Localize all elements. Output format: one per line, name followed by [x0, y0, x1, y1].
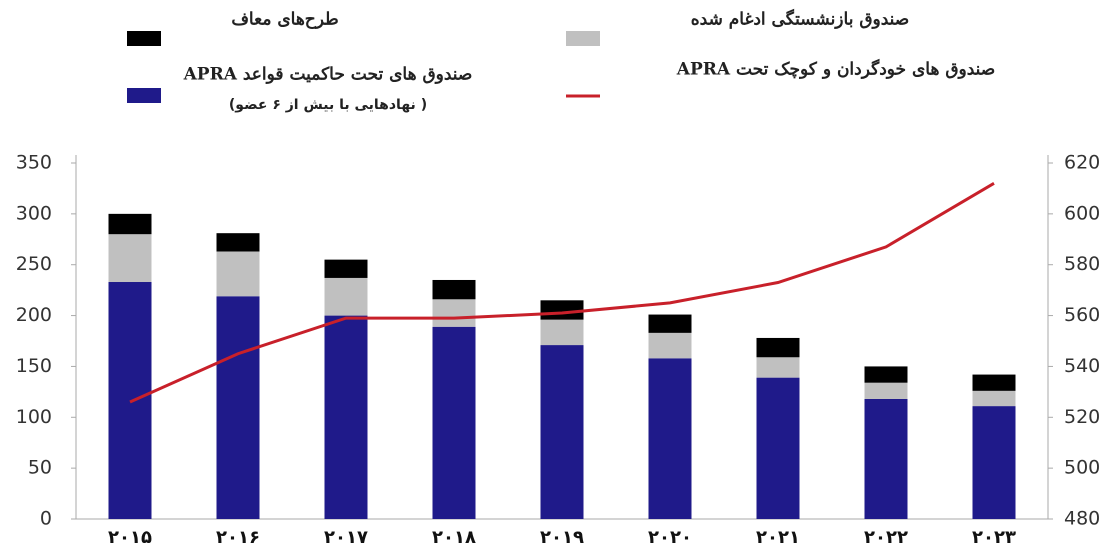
bar-segment	[324, 259, 368, 278]
x-tick-label: ۲۰۱۵	[108, 527, 152, 548]
bar-segment	[432, 299, 476, 327]
bar-segment	[108, 234, 152, 283]
y2-tick-label: 520	[1064, 406, 1100, 428]
y2-tick-label: 480	[1064, 508, 1100, 530]
x-tick-label: ۲۰۱۹	[540, 527, 584, 548]
bar-segment	[972, 390, 1016, 407]
legend-label: صندوق بازنشستگی ادغام شده	[691, 9, 909, 30]
bar-segment	[216, 251, 260, 297]
y2-tick-label: 600	[1064, 202, 1100, 224]
y-tick-label: 200	[16, 304, 52, 326]
bar-segment	[540, 345, 584, 519]
x-tick-label: ۲۰۲۱	[756, 527, 800, 548]
bar-segment	[216, 233, 260, 252]
y-tick-label: 350	[16, 152, 52, 174]
bar-segment	[540, 300, 584, 320]
y-tick-label: 300	[16, 202, 52, 224]
bar-segment	[864, 366, 908, 383]
x-tick-label: ۲۰۲۲	[864, 527, 908, 548]
legend-label: طرح‌های معاف	[231, 10, 338, 30]
x-tick-label: ۲۰۱۷	[324, 527, 368, 548]
x-tick-label: ۲۰۱۸	[432, 527, 476, 548]
legend-swatch	[127, 88, 161, 103]
y2-tick-label: 560	[1064, 304, 1100, 326]
y2-tick-label: 540	[1064, 355, 1100, 377]
y2-tick-label: 500	[1064, 457, 1100, 479]
bar-segment	[648, 314, 692, 333]
bar-segment	[324, 315, 368, 519]
bar-segment	[756, 357, 800, 378]
bar-segment	[108, 213, 152, 235]
bar-segment	[432, 326, 476, 519]
legend-swatch	[566, 31, 600, 46]
bar-segment	[432, 279, 476, 300]
x-tick-label: ۲۰۲۰	[648, 527, 692, 548]
legend-swatch	[127, 31, 161, 46]
y2-tick-label: 620	[1064, 152, 1100, 174]
x-tick-label: ۲۰۲۳	[972, 527, 1016, 548]
y-tick-label: 150	[16, 355, 52, 377]
bar-segment	[324, 277, 368, 316]
y2-tick-label: 580	[1064, 253, 1100, 275]
bar-segment	[972, 374, 1016, 391]
y-tick-label: 250	[16, 253, 52, 275]
line-series	[129, 182, 995, 404]
bar-segment	[648, 332, 692, 359]
bar-segment	[756, 337, 800, 358]
bar-segment	[216, 296, 260, 519]
y-tick-label: 0	[40, 508, 52, 530]
y-tick-label: 100	[16, 406, 52, 428]
bar-segment	[540, 319, 584, 346]
bar-segment	[648, 358, 692, 519]
bar-segment	[756, 377, 800, 519]
y-tick-label: 50	[28, 457, 52, 479]
legend-label-note: ( نهادهایی با بیش از ۶ عضو)	[229, 97, 427, 113]
bar-segment	[972, 406, 1016, 519]
bar-segment	[864, 398, 908, 519]
legend-label: صندوق های تحت حاکمیت قواعد APRA	[183, 65, 473, 85]
legend-label: صندوق های خودگردان و کوچک تحت APRA	[676, 59, 995, 80]
x-tick-label: ۲۰۱۶	[216, 527, 260, 548]
bar-segment	[864, 382, 908, 399]
